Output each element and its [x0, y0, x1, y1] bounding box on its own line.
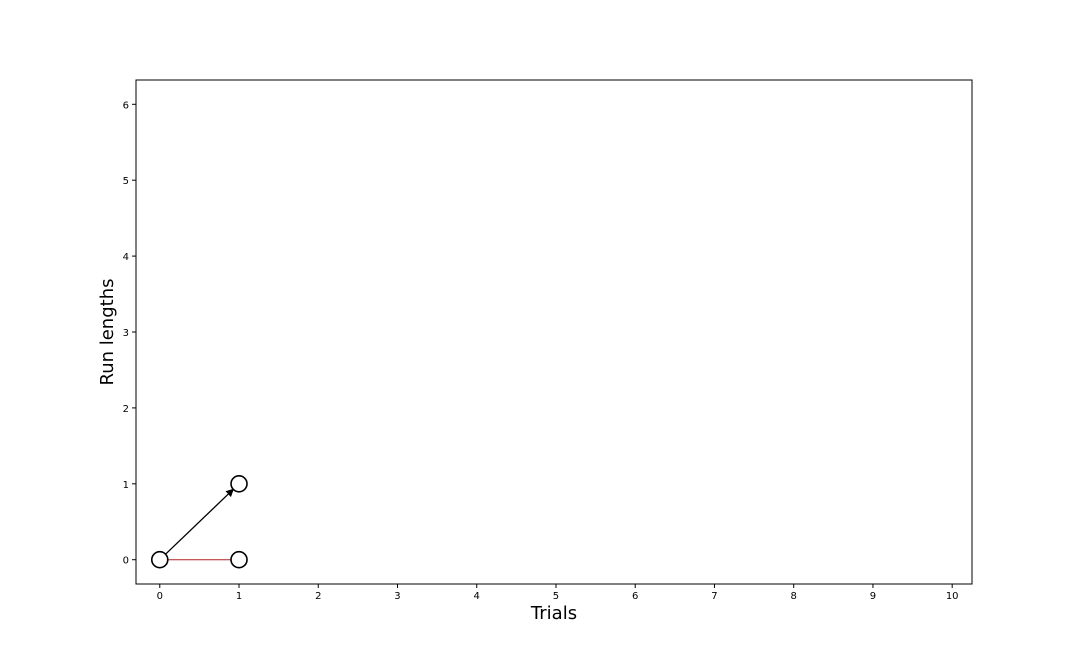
transition-arrow: [165, 488, 234, 555]
y-tick-label: 4: [123, 252, 129, 263]
y-tick-label: 3: [123, 328, 129, 339]
y-tick-label: 2: [123, 404, 129, 415]
x-tick-label: 0: [157, 591, 163, 602]
x-tick-label: 2: [315, 591, 321, 602]
x-axis-label: Trials: [530, 603, 577, 624]
y-axis-label: Run lengths: [97, 279, 118, 386]
y-tick-label: 0: [123, 556, 129, 567]
y-axis-ticks: 0 1 2 3 4 5 6: [123, 100, 136, 567]
x-tick-label: 7: [711, 591, 717, 602]
data-point: [230, 550, 248, 569]
nodes-layer: [150, 475, 248, 569]
edges-layer: [165, 488, 234, 561]
x-tick-label: 3: [394, 591, 400, 602]
x-tick-label: 6: [632, 591, 638, 602]
y-tick-label: 1: [123, 480, 129, 491]
x-tick-label: 9: [870, 591, 876, 602]
y-tick-label: 5: [123, 176, 129, 187]
data-point: [150, 550, 169, 569]
x-tick-label: 5: [553, 591, 559, 602]
data-point: [230, 475, 248, 493]
x-tick-label: 8: [791, 591, 797, 602]
x-tick-label: 4: [474, 591, 480, 602]
x-tick-label: 10: [946, 591, 959, 602]
x-axis-ticks: 0 1 2 3 4 5 6 7 8 9 10: [157, 584, 959, 602]
y-tick-label: 6: [123, 100, 129, 111]
x-tick-label: 1: [236, 591, 242, 602]
plot-frame: [135, 79, 973, 585]
